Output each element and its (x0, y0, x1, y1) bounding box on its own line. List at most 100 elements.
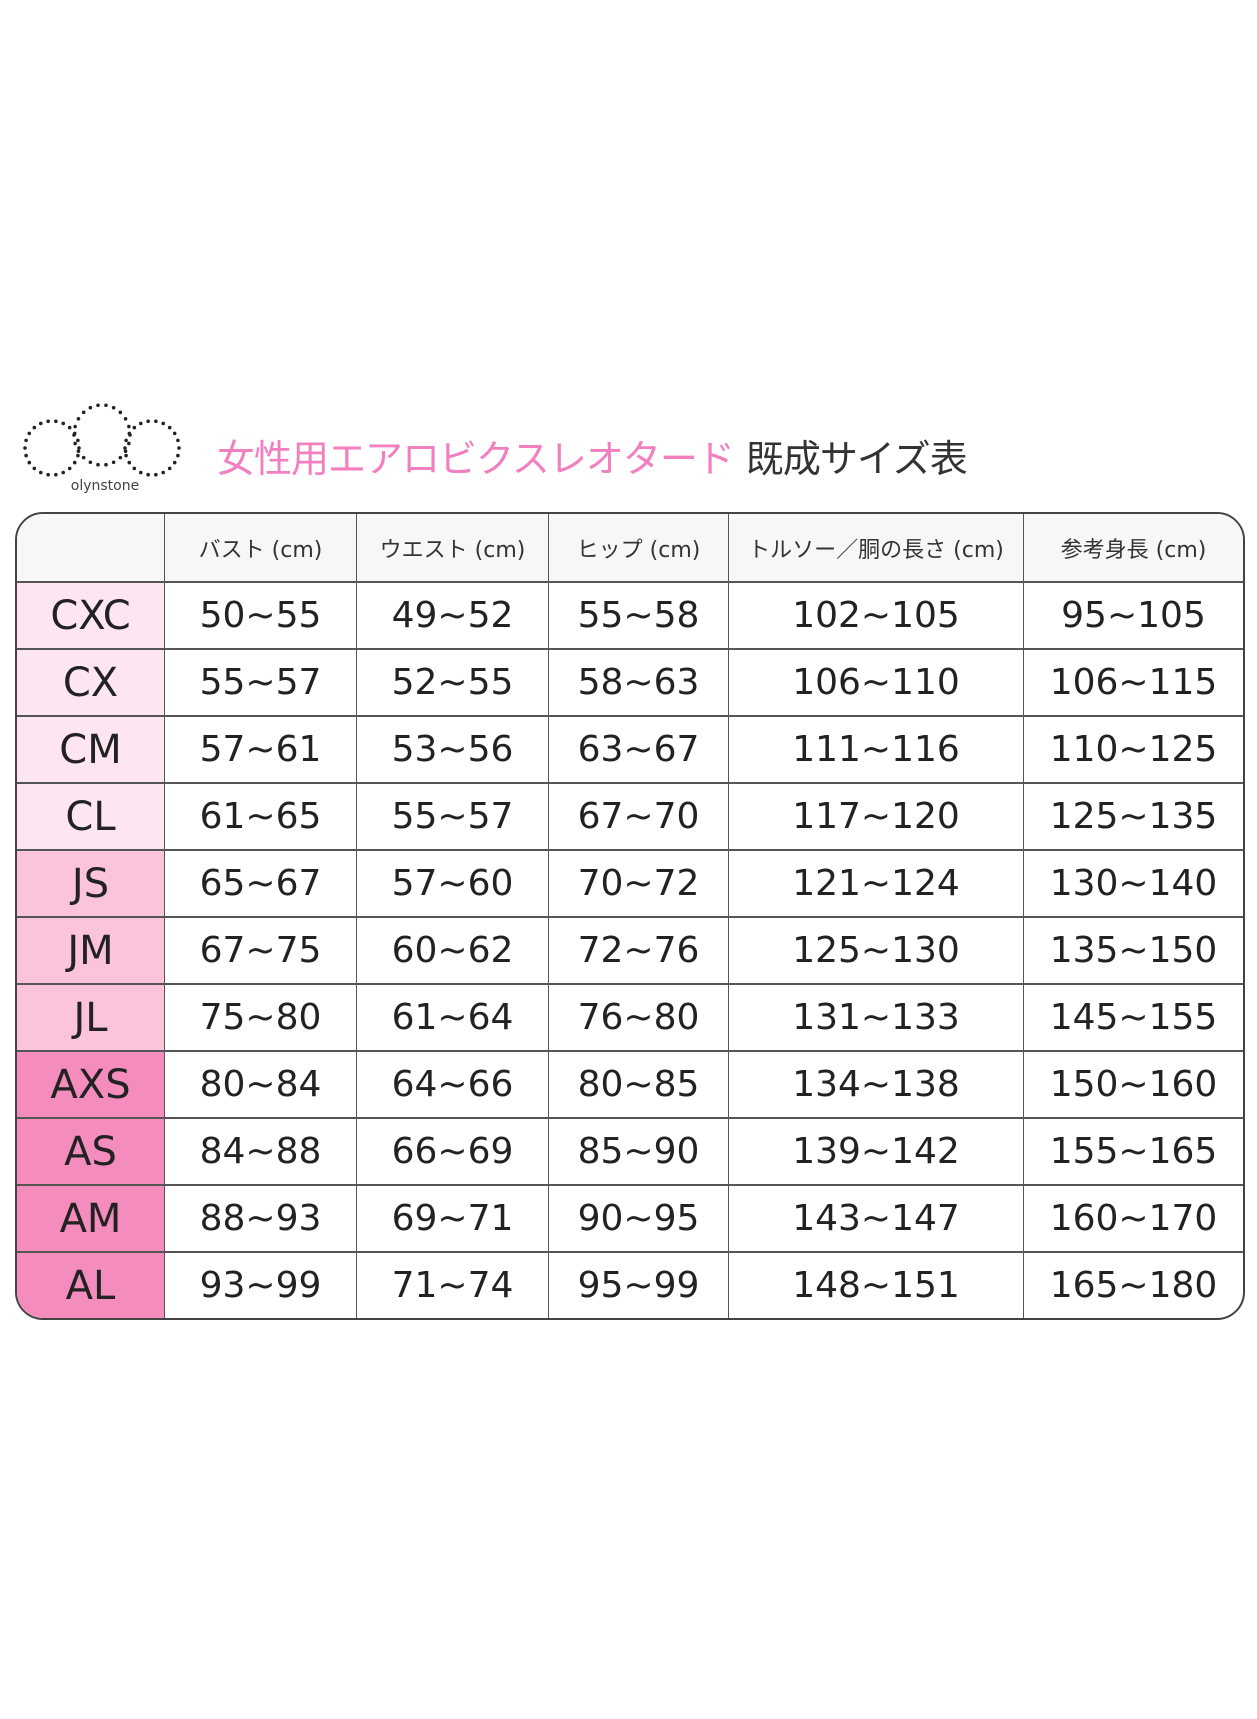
logo-dot (161, 470, 166, 475)
logo-dot (32, 466, 37, 471)
table-cell: 93~99 (165, 1253, 357, 1318)
logo-dot (124, 438, 128, 443)
logo-dot (154, 419, 158, 424)
logo-dot (127, 431, 132, 436)
table-cell: 165~180 (1049, 1265, 1218, 1306)
table-cell: 49~52 (357, 583, 549, 650)
logo-dot (81, 455, 86, 460)
logo-dot (54, 472, 58, 477)
logo-dot (38, 421, 43, 426)
table-row: AM 88~93 69~71 90~95 143~147 160~170 (17, 1186, 1243, 1253)
table-cell: 65~67 (165, 851, 357, 918)
table-cell: 60~62 (357, 918, 549, 985)
table-cell: 72~76 (549, 918, 729, 985)
table-cell: 55~57 (357, 784, 549, 851)
logo-dot (132, 425, 137, 430)
table-cell: 111~116 (729, 717, 1024, 784)
logo-dot (118, 410, 123, 415)
size-label: AL (17, 1253, 165, 1318)
table-cell: 150~160 (1024, 1052, 1243, 1119)
logo-dot (77, 446, 81, 450)
logo-dot (161, 421, 166, 426)
table-cell: 143~147 (729, 1186, 1024, 1253)
table-cell: 75~80 (165, 985, 357, 1052)
size-label: AM (17, 1186, 165, 1253)
table-row: CM 57~61 53~56 63~67 111~116 110~125 (17, 717, 1243, 784)
logo-dot (176, 453, 180, 458)
size-label: CXC (17, 583, 165, 650)
table-cell: 69~71 (357, 1186, 549, 1253)
column-header (17, 514, 165, 583)
table-cell: 80~85 (549, 1052, 729, 1119)
table-cell: 117~120 (729, 784, 1024, 851)
column-header: トルソー／胴の長さ (cm) (729, 514, 1024, 583)
logo-dot (138, 421, 143, 426)
table-cell: 71~74 (357, 1253, 549, 1318)
table-row: CX 55~57 52~55 58~63 106~110 106~115 (17, 650, 1243, 717)
logo-dot (167, 466, 172, 471)
table-cell: 102~105 (729, 583, 1024, 650)
table-row: JL 75~80 61~64 76~80 131~133 145~155 (17, 985, 1243, 1052)
title-dark: 既成サイズ表 (745, 437, 968, 481)
table-cell: 50~55 (165, 583, 357, 650)
table-cell: 131~133 (729, 985, 1024, 1052)
size-label: CX (17, 650, 165, 717)
logo-dot (127, 441, 131, 446)
table-row: CXC 50~55 49~52 55~58 102~105 95~105 (17, 583, 1243, 650)
column-header: ヒップ (cm) (549, 514, 729, 583)
table-cell: 64~66 (357, 1052, 549, 1119)
table-cell: 125~135 (1024, 784, 1243, 851)
table-cell: 85~90 (549, 1119, 729, 1186)
logo-dot (88, 460, 93, 465)
table-cell: 134~138 (729, 1052, 1024, 1119)
header-row: バスト (cm) ウエスト (cm) ヒップ (cm) トルソー／胴の長さ (cm) 参… (17, 514, 1243, 583)
table-cell: 53~56 (357, 717, 549, 784)
table-cell: 66~69 (357, 1119, 549, 1186)
logo-dot (61, 470, 66, 475)
logo-dot (176, 438, 180, 443)
table-cell: 76~80 (549, 985, 729, 1052)
table-cell: 90~95 (549, 1186, 729, 1253)
table-cell: 155~165 (1024, 1119, 1243, 1186)
size-table: バスト (cm) ウエスト (cm) ヒップ (cm) トルソー／胴の長さ (cm) 参… (15, 512, 1245, 1320)
size-label: AS (17, 1119, 165, 1186)
table-row: JM 67~75 60~62 72~76 125~130 135~150 (17, 918, 1243, 985)
table-cell: 57~60 (357, 851, 549, 918)
column-header: バスト (cm) (165, 514, 357, 583)
table-cell: 106~110 (729, 650, 1024, 717)
table-cell: 95~99 (549, 1253, 729, 1318)
logo-dot (146, 472, 150, 477)
logo-dot (123, 449, 128, 454)
logo-dot (146, 419, 150, 424)
table-cell: 148~151 (729, 1253, 1024, 1318)
logo-dot (24, 438, 28, 443)
logo-dot (67, 425, 72, 430)
page-title: 女性用エアロビクスレオタード 既成サイズ表 (217, 428, 968, 483)
logo-dot (127, 460, 132, 465)
logo-dot (76, 416, 81, 421)
size-label: JM (17, 918, 165, 985)
logo-dot (167, 425, 172, 430)
table-cell: 52~55 (357, 650, 549, 717)
table-cell: 95~105 (1024, 583, 1243, 650)
logo-dot (124, 453, 128, 458)
logo-dot (123, 416, 128, 421)
table-cell: 135~150 (1024, 918, 1243, 985)
logo-dot (73, 424, 77, 429)
logo-dot (111, 460, 116, 465)
size-label: CM (17, 717, 165, 784)
brand-name: olynstone (70, 478, 140, 494)
column-header: ウエスト (cm) (357, 514, 549, 583)
table-cell: 61~64 (357, 985, 549, 1052)
title-pink: 女性用エアロビクスレオタード (217, 437, 735, 481)
table-cell: 145~155 (1024, 985, 1243, 1052)
table-cell: 58~63 (549, 650, 729, 717)
logo-dot (27, 431, 32, 436)
logo-dot (24, 453, 28, 458)
size-label: CL (17, 784, 165, 851)
size-label: JL (17, 985, 165, 1052)
logo-dot (96, 403, 100, 408)
logo-dot (96, 462, 100, 467)
table-cell: 121~124 (729, 851, 1024, 918)
size-label: JS (17, 851, 165, 918)
